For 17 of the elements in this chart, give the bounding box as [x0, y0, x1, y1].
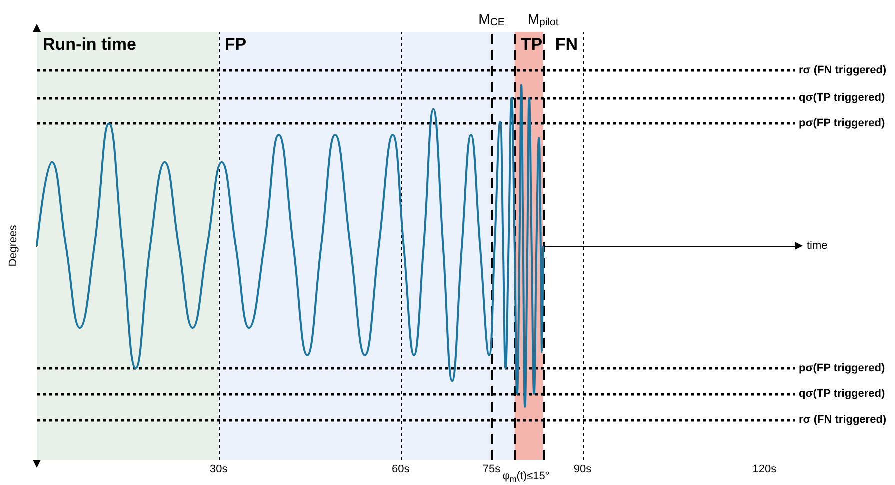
ref-line-label: pσ(FP triggered) — [799, 118, 886, 130]
band-label: TP — [520, 35, 543, 54]
x-tick-label: 60s — [392, 464, 410, 476]
ref-line-label: rσ (FN triggered) — [799, 64, 887, 77]
ref-line-label: qσ(TP triggered) — [799, 388, 886, 400]
x-tick-label: 75s — [482, 464, 502, 476]
ref-line-label: qσ(TP triggered) — [799, 92, 886, 104]
ref-line-label: rσ (FN triggered) — [799, 414, 887, 426]
x-tick-label: 90s — [574, 464, 592, 476]
band-label: Run-in time — [43, 35, 136, 54]
y-axis-title: Degrees — [8, 224, 20, 267]
ref-line-label: pσ(FP triggered) — [799, 362, 886, 374]
band-label: FP — [224, 35, 247, 54]
text: FN — [555, 35, 578, 54]
x-tick-label: 30s — [210, 464, 228, 476]
x-tick-label: 120s — [752, 464, 778, 476]
x-axis-title: time — [807, 240, 828, 252]
